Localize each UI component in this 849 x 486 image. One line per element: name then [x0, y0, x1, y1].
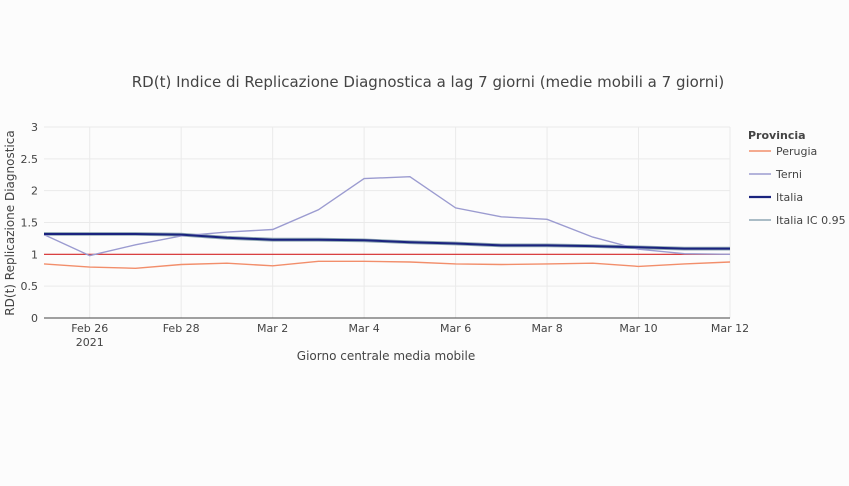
y-tick-label: 3: [31, 121, 38, 134]
x-axis-title: Giorno centrale media mobile: [297, 349, 475, 363]
series-italia-ic-lower: [44, 234, 730, 251]
legend-label: Italia: [776, 191, 803, 204]
x-tick-label: Mar 8: [531, 322, 562, 335]
x-tick-label: Mar 4: [349, 322, 380, 335]
chart-title: RD(t) Indice di Replicazione Diagnostica…: [132, 73, 725, 91]
y-tick-label: 2: [31, 185, 38, 198]
x-tick-label: Feb 28: [163, 322, 200, 335]
y-tick-label: 1.5: [21, 217, 39, 230]
series-italia-line: [44, 233, 730, 250]
y-axis: 0 0.5 1 1.5 2 2.5 3: [21, 121, 39, 325]
x-tick-sublabel: 2021: [76, 336, 104, 349]
x-tick-label: Mar 10: [619, 322, 657, 335]
legend-title: Provincia: [748, 129, 806, 142]
y-tick-label: 2.5: [21, 153, 39, 166]
x-tick-label: Mar 6: [440, 322, 471, 335]
legend-label: Perugia: [776, 145, 817, 158]
y-axis-title: RD(t) Replicazione Diagnostica: [3, 130, 17, 315]
legend-label: Terni: [775, 168, 802, 181]
x-tick-label: Feb 26: [71, 322, 108, 335]
x-tick-label: Mar 12: [711, 322, 749, 335]
grid: [44, 126, 731, 319]
series-perugia-line: [43, 260, 731, 270]
y-tick-label: 1: [31, 248, 38, 261]
legend[interactable]: Provincia Perugia Terni Italia Italia IC 0.…: [748, 129, 846, 227]
series-terni-line: [43, 175, 731, 257]
series-italia-ic-upper: [44, 232, 730, 248]
plot-area: [43, 175, 731, 270]
legend-label: Italia IC 0.95: [776, 214, 846, 227]
x-tick-label: Mar 2: [257, 322, 288, 335]
y-tick-label: 0: [31, 312, 38, 325]
y-tick-label: 0.5: [21, 280, 39, 293]
